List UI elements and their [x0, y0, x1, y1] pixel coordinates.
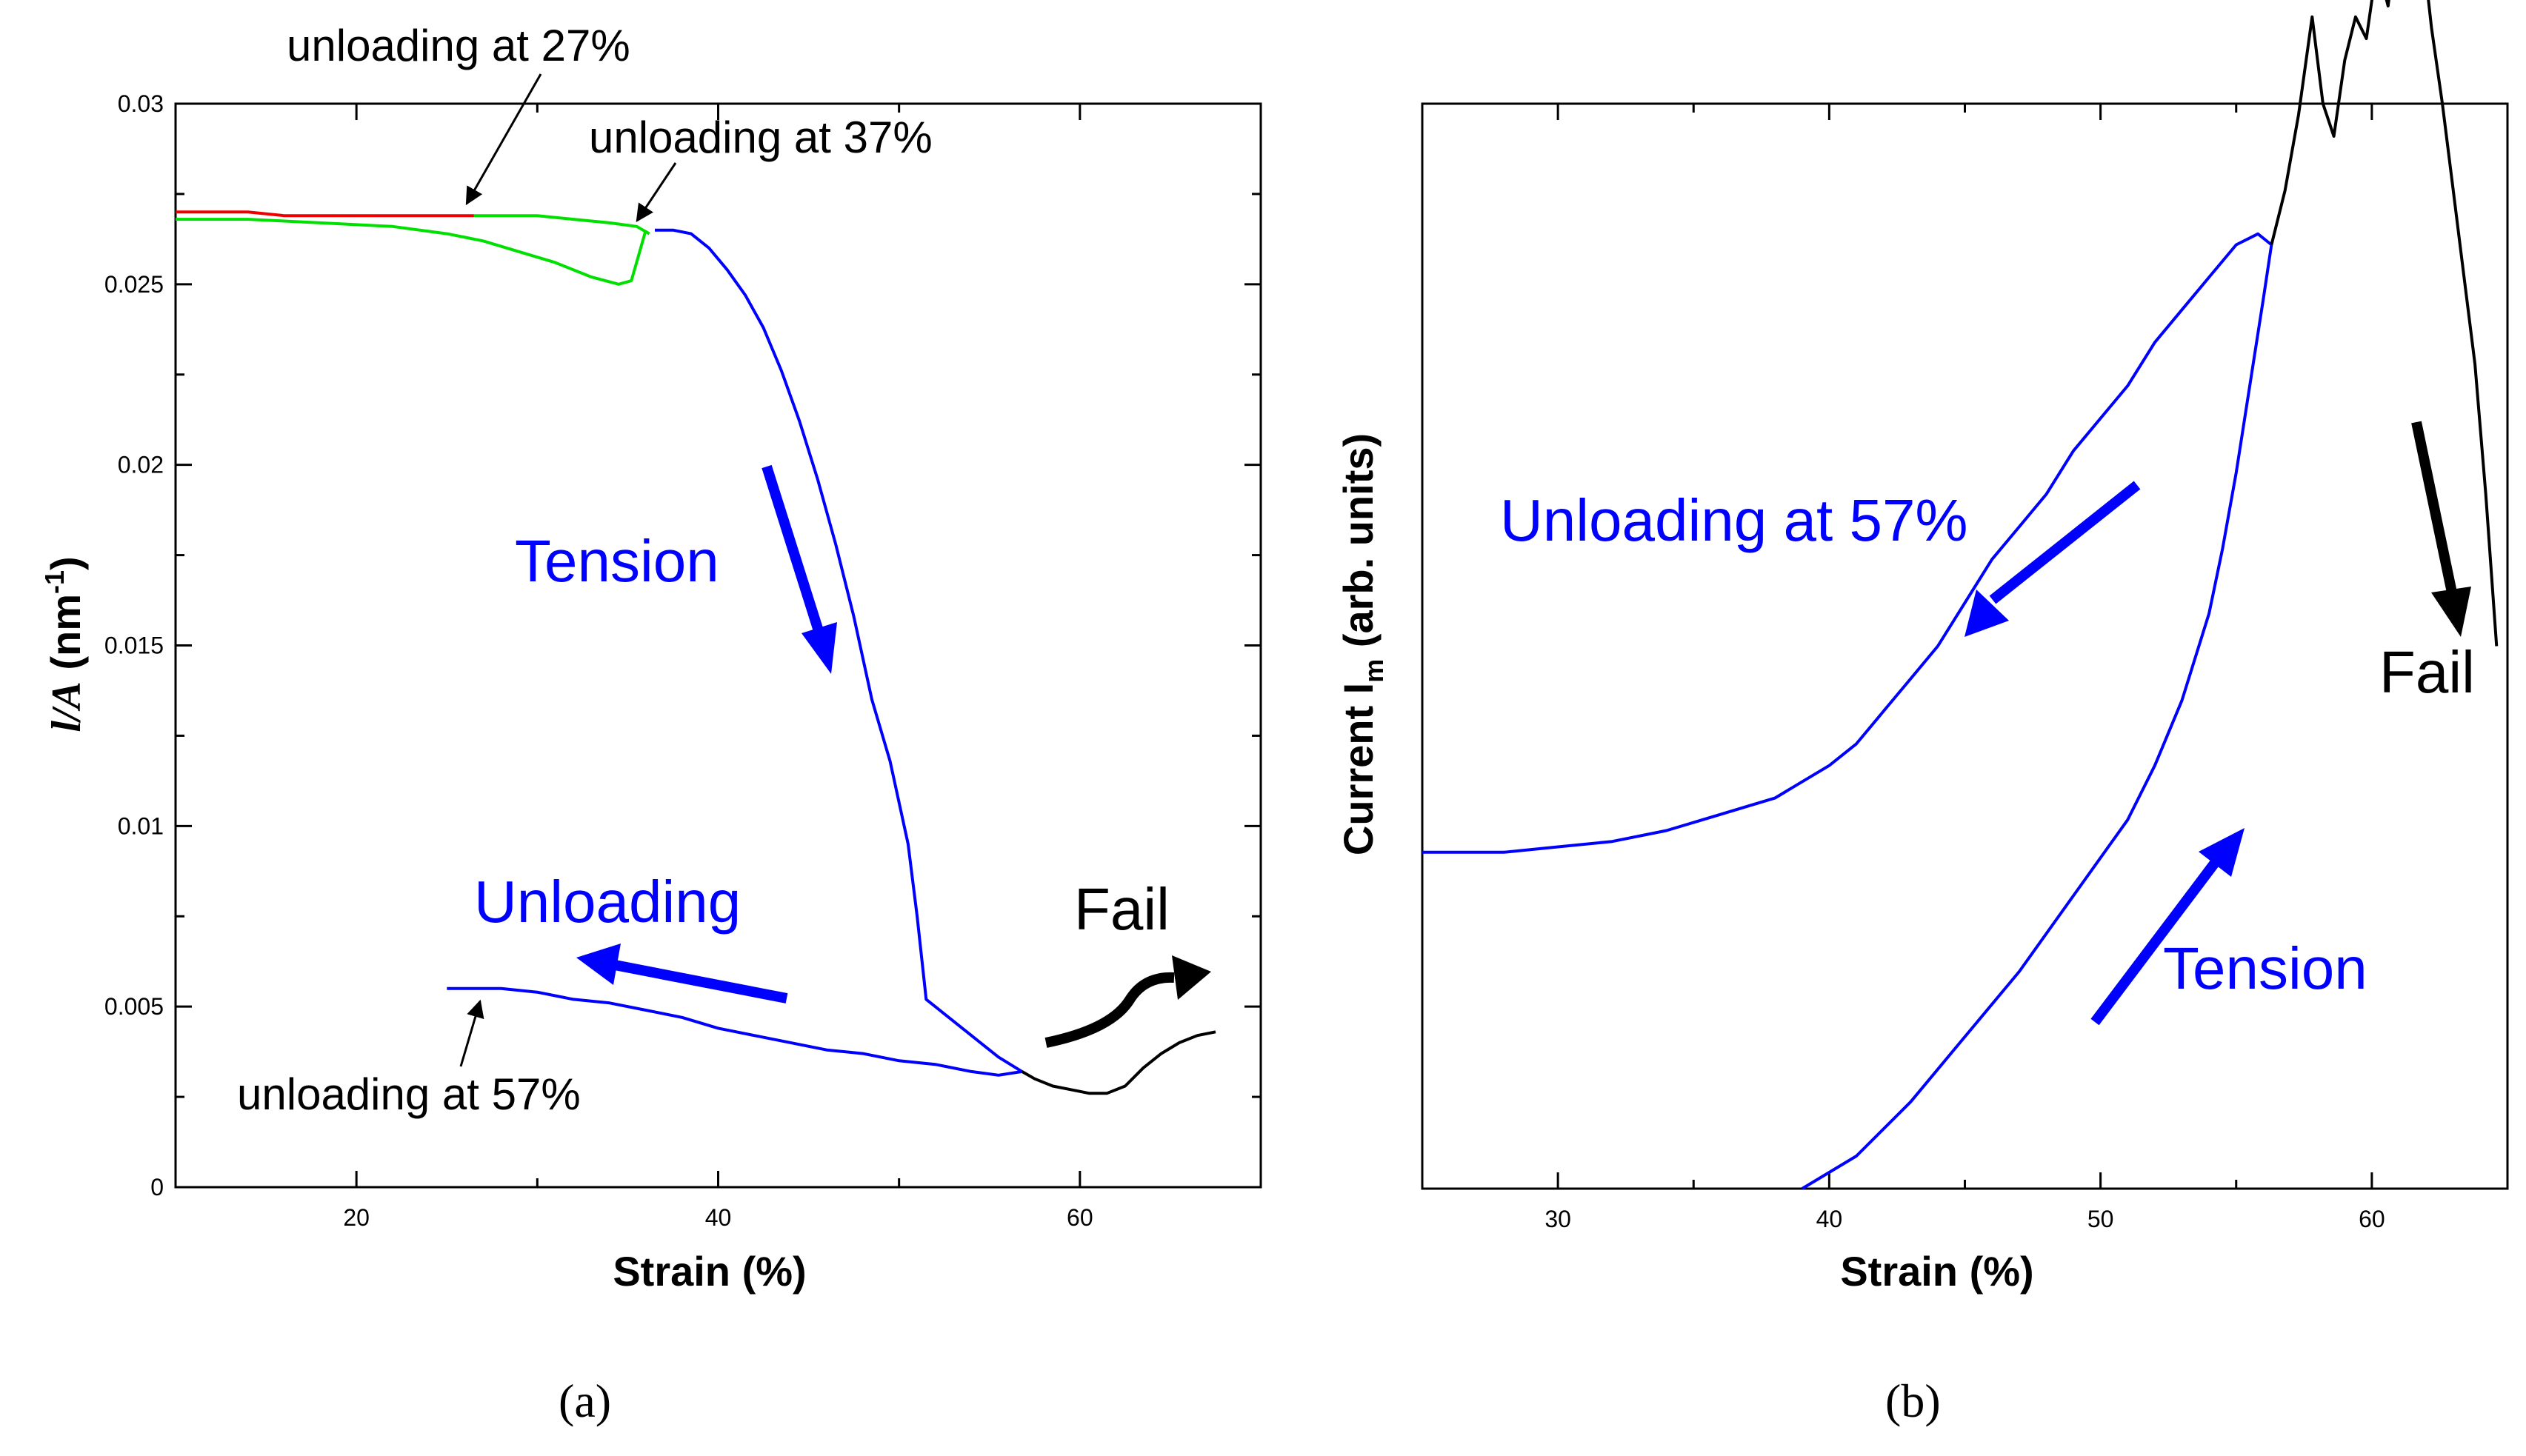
- anno-b-fail: Fail: [2379, 639, 2475, 705]
- chart-a-xtick-label: 60: [1067, 1204, 1093, 1231]
- chart-b-ticks: 30 40 50 60: [1421, 104, 2509, 1232]
- chart-a-ticks: 20 40 60 0 0.005 0.01 0.015 0.02 0.025 0.03: [104, 90, 1262, 1231]
- chart-a-ytick-label: 0.02: [118, 452, 164, 478]
- chart-a-xtick-label: 40: [705, 1204, 732, 1231]
- chart-a-ytick-label: 0.025: [104, 271, 164, 298]
- chart-b-xlabel: Strain (%): [1840, 1248, 2033, 1295]
- chart-b-series-unloading-at-57-: [1422, 232, 2273, 854]
- chart-b-series-fail: [2270, 0, 2499, 647]
- chart-a-series-unloading-at-37-unloading-: [176, 218, 647, 286]
- anno-a-unloading: Unloading: [474, 869, 741, 935]
- anno-a-unloading-27-pointer: [465, 73, 542, 206]
- chart-a: 20 40 60 0 0.005 0.01 0.015 0.02 0.025 0.03 l/A (…: [39, 21, 1262, 1295]
- caption-b: (b): [1885, 1375, 1941, 1427]
- anno-b-unloading-57: Unloading at 57%: [1500, 487, 1968, 553]
- caption-a: (a): [559, 1375, 612, 1427]
- chart-b-xtick-label: 30: [1544, 1206, 1571, 1232]
- chart-b-xtick-label: 50: [2087, 1206, 2114, 1232]
- chart-a-ytick-label: 0.005: [104, 993, 164, 1020]
- chart-b-xtick-label: 60: [2359, 1206, 2385, 1232]
- chart-b-xtick-label: 40: [1816, 1206, 1843, 1232]
- anno-a-unloading-27: unloading at 27%: [287, 21, 630, 70]
- arrow-a-fail: [1044, 955, 1211, 1048]
- arrow-b-unloading: [1965, 481, 2141, 637]
- chart-a-ytick-label: 0.015: [104, 632, 164, 659]
- chart-a-series-tension: [655, 228, 1023, 1073]
- chart-b: 30 40 50 60 Current Im (arb. units) Strain …: [1335, 0, 2509, 1295]
- chart-a-ytick-label: 0.01: [118, 812, 164, 839]
- arrow-b-tension: [2090, 828, 2245, 1026]
- chart-a-series-fail: [1021, 1030, 1216, 1095]
- anno-a-unloading-57: unloading at 57%: [237, 1069, 581, 1119]
- arrow-a-tension: [762, 464, 837, 674]
- anno-a-tension: Tension: [515, 528, 719, 594]
- anno-b-tension: Tension: [2163, 935, 2367, 1001]
- chart-a-series-unloading-at-37-loading-: [473, 214, 650, 236]
- anno-a-unloading-37: unloading at 37%: [589, 113, 933, 162]
- chart-a-series-unloading-at-27-: [176, 210, 474, 218]
- anno-a-unloading-37-pointer: [636, 162, 677, 222]
- chart-a-xtick-label: 20: [343, 1204, 370, 1231]
- chart-b-series-tension: [1801, 244, 2273, 1190]
- chart-a-series-unloading-at-57-: [447, 986, 1023, 1077]
- chart-b-frame: [1421, 102, 2509, 1190]
- anno-a-unloading-57-pointer: [459, 999, 484, 1067]
- chart-b-ylabel: Current Im (arb. units): [1335, 433, 1389, 855]
- arrow-a-unloading: [576, 944, 788, 1003]
- chart-a-series: [176, 210, 1216, 1095]
- arrow-b-fail: [2411, 421, 2471, 637]
- anno-a-fail: Fail: [1074, 876, 1170, 942]
- chart-a-ytick-label: 0: [150, 1174, 164, 1200]
- chart-a-xlabel: Strain (%): [613, 1248, 806, 1295]
- chart-a-ylabel: l/A (nm-1): [39, 556, 90, 732]
- chart-a-ytick-label: 0.03: [118, 90, 164, 117]
- chart-b-series: [1422, 0, 2499, 1190]
